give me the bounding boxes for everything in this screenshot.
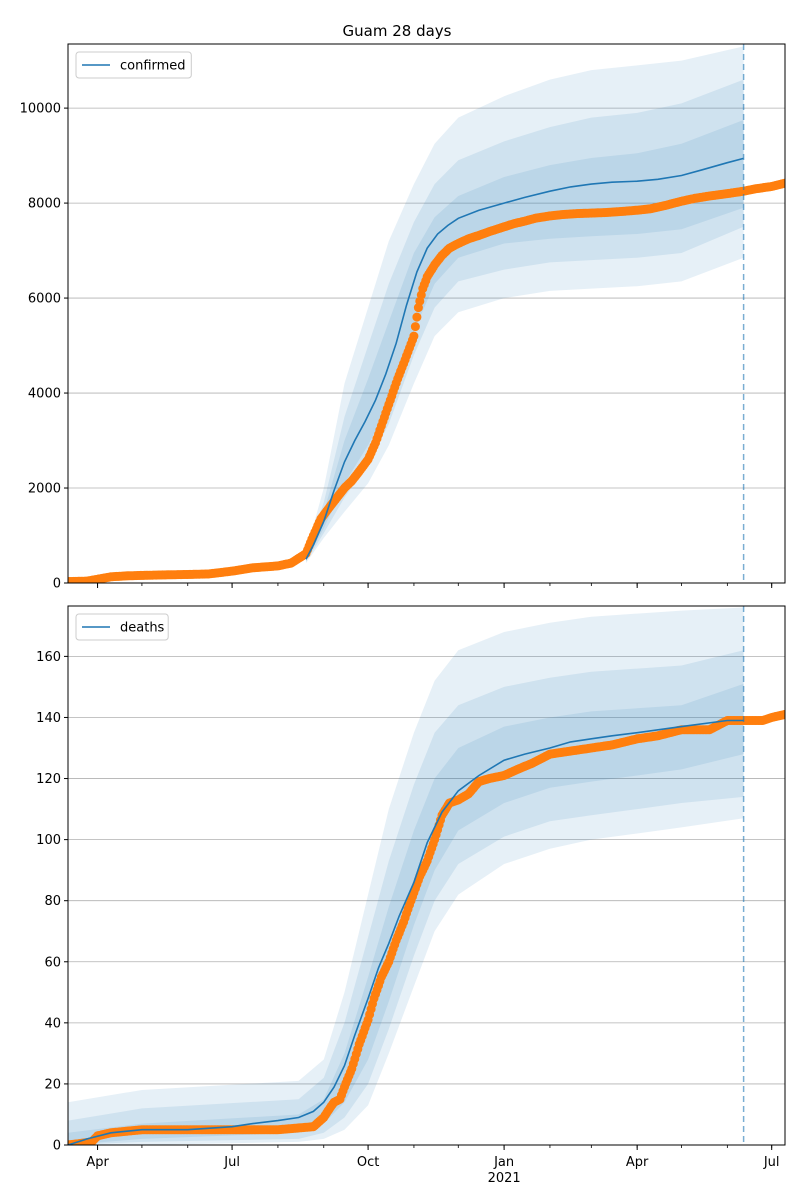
deaths-xtick-year-label: 2021: [488, 1171, 521, 1186]
deaths-ytick-label: 60: [44, 955, 61, 970]
confirmed-observed-point: [412, 312, 422, 322]
confirmed-observed-points: [68, 178, 785, 583]
deaths-ytick-label: 80: [44, 894, 61, 909]
chart-title: Guam 28 days: [343, 22, 452, 40]
deaths-legend-label: deaths: [120, 621, 165, 636]
deaths-panel: 0 20 40 60 80 100 120 140 160 Apr Jul Oct Jan Apr Jul 2…: [36, 605, 786, 1186]
deaths-legend: deaths: [75, 613, 169, 641]
confirmed-legend-label: confirmed: [120, 59, 186, 74]
deaths-xtick-label: Jan: [493, 1155, 514, 1170]
deaths-xtick-label: Apr: [86, 1155, 109, 1170]
deaths-ytick-label: 160: [36, 650, 61, 665]
confirmed-ytick-label: 8000: [28, 197, 61, 212]
confirmed-legend: confirmed: [75, 51, 192, 79]
deaths-observed-points: [68, 709, 785, 1145]
deaths-legend-box: [75, 613, 169, 641]
confirmed-observed-point: [409, 331, 419, 341]
confirmed-ytick-label: 2000: [28, 482, 61, 497]
deaths-xtick-label: Oct: [357, 1155, 379, 1170]
deaths-ytick-label: 100: [36, 833, 61, 848]
deaths-confidence-band: [68, 650, 744, 1145]
confirmed-plot-area: [68, 46, 785, 583]
deaths-model-line: [68, 719, 744, 1145]
deaths-ytick-label: 40: [44, 1016, 61, 1031]
deaths-axes-frame: [67, 605, 786, 1146]
deaths-ytick-label: 140: [36, 711, 61, 726]
deaths-xtick-label: Jul: [223, 1155, 240, 1170]
confirmed-axes-frame: [67, 43, 786, 584]
deaths-xtick-label: Jul: [763, 1155, 780, 1170]
confirmed-observed-point: [410, 322, 420, 332]
confirmed-ytick-label: 4000: [28, 387, 61, 402]
confirmed-panel: 0 2000 4000 6000 8000 10000 confirmed: [20, 43, 786, 592]
confirmed-confidence-band: [306, 79, 744, 562]
confirmed-legend-box: [75, 51, 192, 79]
deaths-ytick-label: 0: [53, 1139, 61, 1154]
confirmed-ytick-label: 6000: [28, 292, 61, 307]
confirmed-confidence-band: [306, 46, 744, 564]
confirmed-observed-point: [780, 178, 785, 188]
deaths-xtick-label: Apr: [626, 1155, 649, 1170]
deaths-ytick-label: 120: [36, 772, 61, 787]
deaths-ytick-label: 20: [44, 1077, 61, 1092]
deaths-plot-area: [68, 607, 785, 1145]
confirmed-confidence-band: [306, 120, 744, 561]
deaths-observed-point: [780, 709, 785, 719]
confirmed-ytick-label: 0: [53, 577, 61, 592]
confirmed-model-line: [305, 157, 744, 560]
confirmed-ytick-label: 10000: [20, 102, 61, 117]
